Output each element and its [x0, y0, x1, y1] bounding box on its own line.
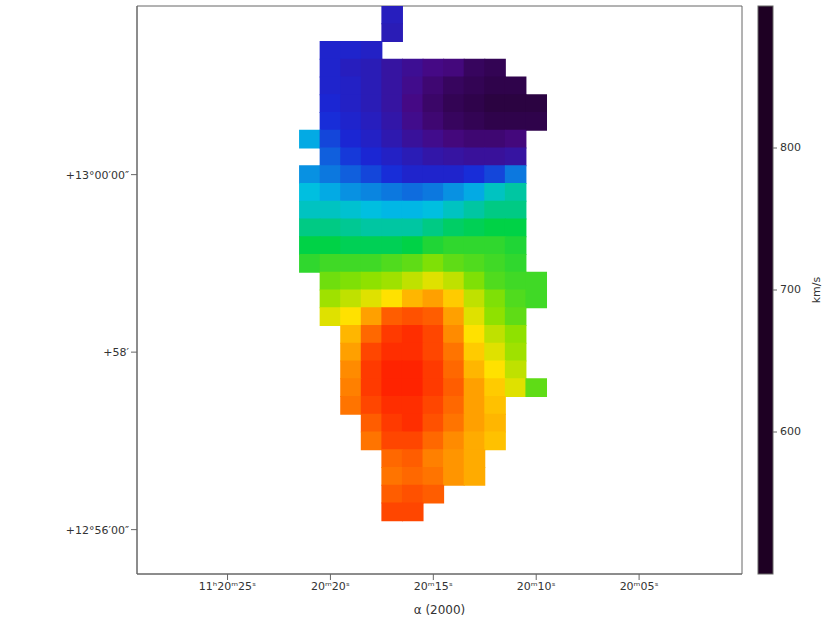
svg-text:600: 600 [780, 425, 801, 438]
svg-text:800: 800 [780, 141, 801, 154]
svg-text:+58′: +58′ [103, 346, 129, 359]
svg-text:+12°56′00″: +12°56′00″ [66, 524, 129, 537]
svg-text:km/s: km/s [810, 276, 823, 303]
svg-text:20ᵐ15ˢ: 20ᵐ15ˢ [414, 580, 453, 593]
svg-text:+13°00′00″: +13°00′00″ [66, 169, 129, 182]
svg-text:20ᵐ05ˢ: 20ᵐ05ˢ [620, 580, 659, 593]
svg-text:11ʰ20ᵐ25ˢ: 11ʰ20ᵐ25ˢ [199, 580, 256, 593]
svg-text:20ᵐ10ˢ: 20ᵐ10ˢ [517, 580, 556, 593]
svg-text:α (2000): α (2000) [414, 603, 466, 617]
svg-text:700: 700 [780, 283, 801, 296]
svg-text:20ᵐ20ˢ: 20ᵐ20ˢ [311, 580, 350, 593]
